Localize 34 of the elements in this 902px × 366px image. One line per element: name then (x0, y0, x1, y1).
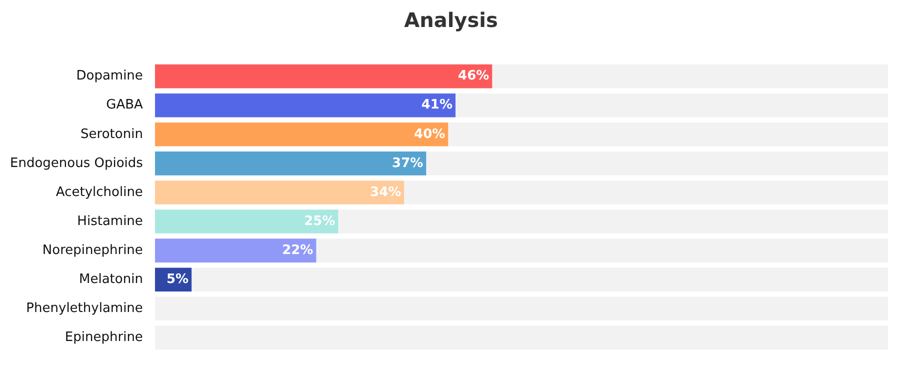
bar (154, 210, 338, 234)
bar (404, 180, 888, 204)
chart-title: Analysis (403, 8, 499, 32)
y-tick-label: Acetylcholine (56, 184, 143, 200)
data-label: 5% (166, 272, 189, 287)
data-label: 41% (421, 98, 452, 113)
bar (154, 180, 404, 204)
y-tick-label: Histamine (77, 214, 143, 229)
bar (492, 64, 888, 88)
data-label: 46% (458, 68, 490, 84)
y-tick-label: Dopamine (76, 68, 143, 84)
bar (154, 152, 426, 176)
data-label: 37% (392, 156, 424, 171)
y-tick-label: Melatonin (78, 272, 143, 287)
data-label: 22% (282, 242, 314, 258)
bar (154, 93, 456, 118)
bar (426, 152, 888, 176)
y-tick-label: GABA (106, 98, 144, 113)
bar (154, 238, 316, 262)
y-tick-label: Epinephrine (64, 330, 143, 346)
data-label: 40% (414, 126, 446, 142)
bar (154, 64, 492, 88)
data-label: 25% (304, 214, 336, 229)
y-tick-label: Endogenous Opioids (10, 156, 144, 171)
bar (316, 238, 888, 262)
bar (192, 268, 888, 292)
y-tick-label: Norepinephrine (42, 242, 143, 258)
bar (338, 210, 888, 234)
y-tick-label: Serotonin (80, 126, 143, 142)
bar (154, 122, 448, 146)
data-label: 34% (370, 184, 402, 200)
bar (455, 93, 888, 118)
y-tick-label: Phenylethylamine (26, 301, 143, 316)
bar (448, 122, 888, 146)
